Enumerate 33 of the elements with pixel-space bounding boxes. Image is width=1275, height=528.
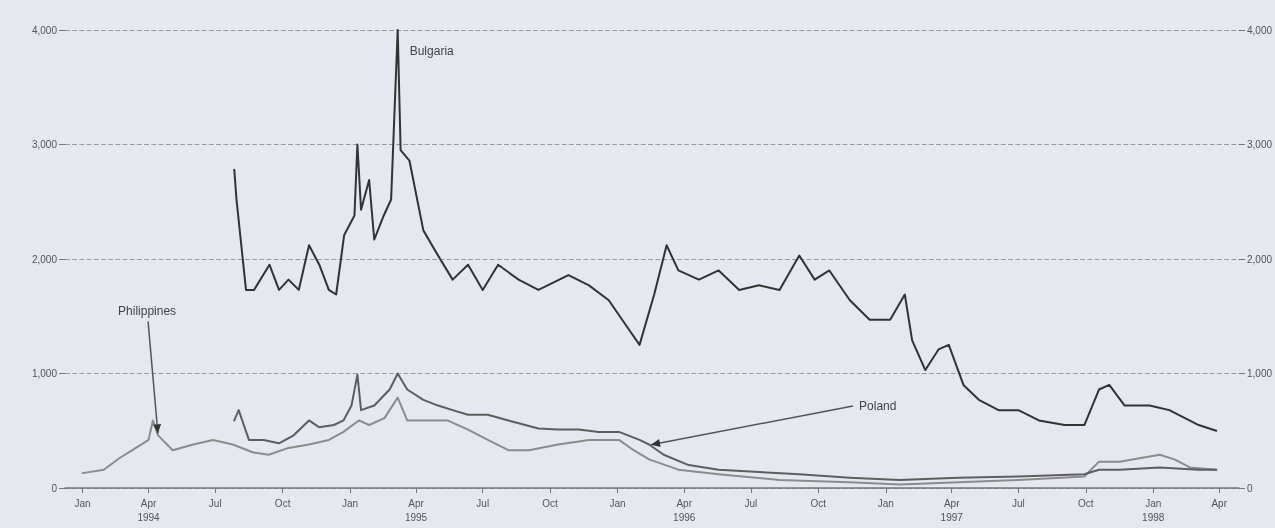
y-tick-label: 0 bbox=[51, 482, 58, 494]
annotation: Poland bbox=[859, 399, 897, 414]
x-tick-label: Jul bbox=[476, 497, 490, 509]
x-tick-label: Apr 1996 bbox=[673, 497, 696, 523]
x-tick-label: Jan bbox=[609, 497, 626, 509]
x-tick-label: Jul bbox=[1012, 497, 1025, 509]
y2-tick-label: 2,000 bbox=[1246, 253, 1273, 265]
y-tick-label: 1,000 bbox=[31, 368, 58, 379]
y-tick-label: 4,000 bbox=[31, 24, 58, 36]
annotation: Bulgaria bbox=[409, 44, 455, 58]
x-tick-label: Oct bbox=[1078, 497, 1094, 509]
x-tick-label: Jan bbox=[877, 497, 894, 509]
x-tick-label: Oct bbox=[542, 497, 559, 509]
annotation: Philippines bbox=[118, 304, 177, 319]
line-series bbox=[233, 372, 1218, 481]
x-tick-label: Oct bbox=[274, 497, 291, 509]
x-tick-label: Apr 1994 bbox=[137, 497, 161, 523]
y-tick-label: 3,000 bbox=[31, 139, 58, 150]
y-tick-label: 2,000 bbox=[31, 253, 58, 265]
y2-tick-label: 4,000 bbox=[1246, 24, 1273, 36]
x-tick-label: Apr bbox=[1211, 497, 1228, 509]
y2-tick-label: 0 bbox=[1246, 482, 1253, 494]
x-tick-label: Jan bbox=[74, 497, 91, 509]
x-tick-label: Jan bbox=[342, 497, 359, 509]
x-tick-label: Oct bbox=[810, 497, 827, 509]
x-tick-label: Jul bbox=[208, 497, 222, 509]
x-tick-label: Apr 1997 bbox=[940, 497, 964, 523]
line-series bbox=[233, 29, 1218, 432]
x-tick-label: Jul bbox=[744, 497, 758, 509]
y2-tick-label: 1,000 bbox=[1246, 368, 1273, 379]
x-tick-label: Jan 1998 bbox=[1142, 497, 1165, 523]
y2-tick-label: 3,000 bbox=[1246, 139, 1273, 150]
x-tick-label: Apr 1995 bbox=[404, 497, 428, 523]
